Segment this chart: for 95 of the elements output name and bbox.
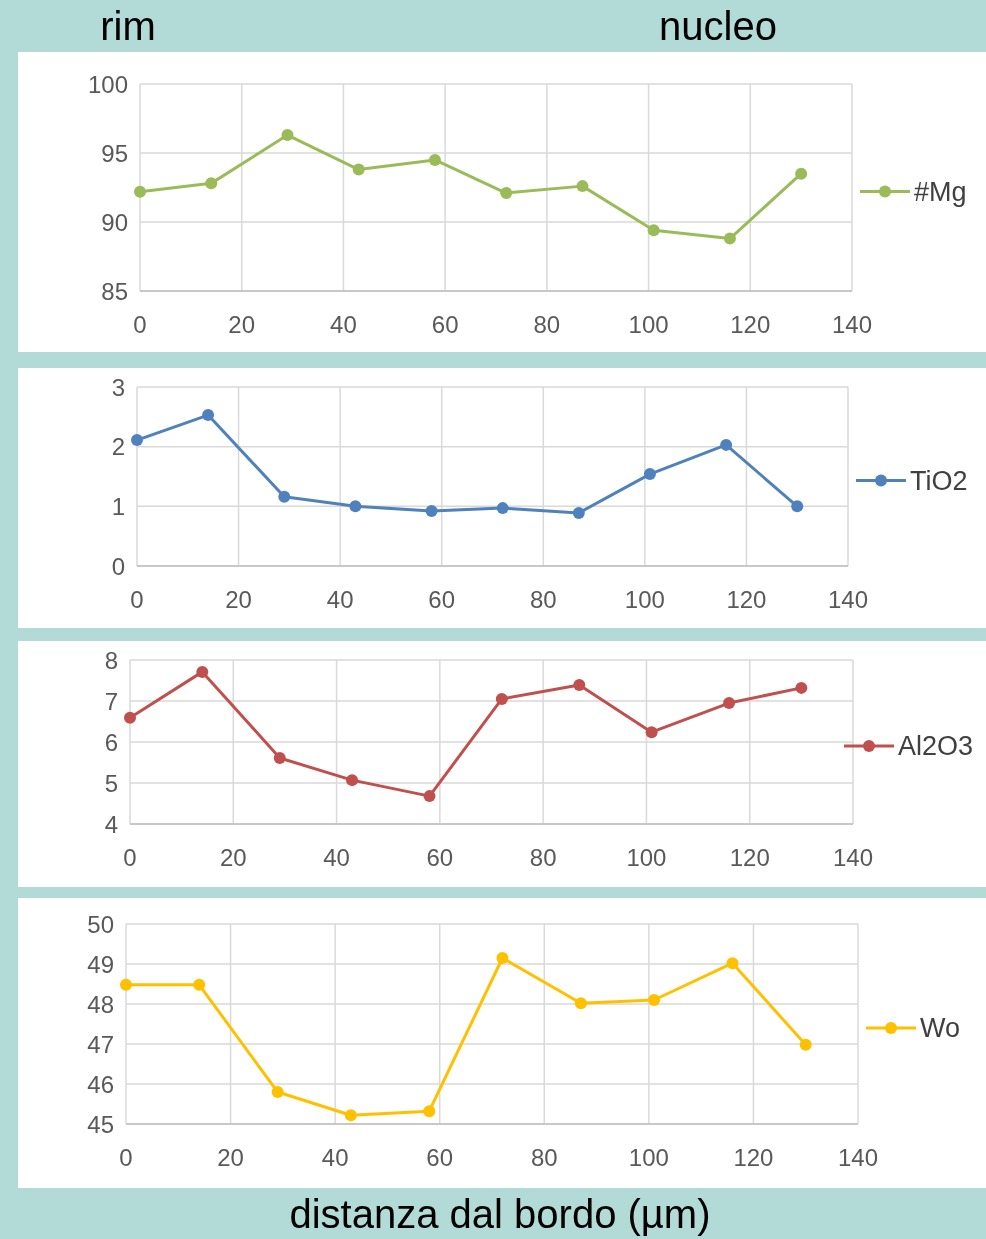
point bbox=[281, 129, 294, 142]
x-tick-label: 120 bbox=[733, 1144, 774, 1171]
point bbox=[795, 167, 808, 180]
x-tick-label: 20 bbox=[217, 1144, 244, 1171]
point bbox=[271, 1086, 284, 1098]
point bbox=[723, 232, 736, 245]
point bbox=[425, 505, 438, 518]
point bbox=[573, 679, 586, 692]
point bbox=[576, 180, 589, 193]
x-tick-label: 60 bbox=[428, 586, 456, 613]
y-tick-label: 95 bbox=[101, 139, 128, 167]
x-tick-label: 140 bbox=[837, 1144, 879, 1171]
x-tick-label: 100 bbox=[628, 311, 669, 338]
y-tick-label: 46 bbox=[87, 1070, 114, 1098]
x-tick-label: 140 bbox=[831, 311, 873, 338]
y-tick-label: 3 bbox=[111, 373, 125, 401]
point bbox=[423, 1105, 436, 1118]
x-tick-label: 140 bbox=[827, 586, 869, 613]
point bbox=[131, 434, 143, 447]
y-tick-label: 90 bbox=[101, 208, 128, 236]
x-tick-label: 20 bbox=[225, 586, 252, 613]
point bbox=[352, 163, 365, 176]
x-tick-label: 40 bbox=[321, 1144, 349, 1171]
point bbox=[124, 711, 136, 724]
y-tick-label: 45 bbox=[87, 1110, 114, 1138]
legend-label: TiO2 bbox=[910, 465, 968, 496]
y-tick-label: 48 bbox=[87, 990, 114, 1018]
point bbox=[202, 409, 215, 422]
point bbox=[428, 153, 441, 166]
legend-label: #Mg bbox=[914, 176, 967, 207]
x-tick-label: 120 bbox=[729, 844, 770, 871]
point bbox=[645, 726, 658, 739]
point bbox=[648, 994, 661, 1006]
point bbox=[205, 177, 218, 190]
y-tick-label: 4 bbox=[104, 810, 118, 838]
x-tick-label: 40 bbox=[326, 586, 354, 613]
y-tick-label: 6 bbox=[104, 728, 118, 756]
legend-label: Wo bbox=[920, 1013, 961, 1043]
x-tick-label: 60 bbox=[431, 311, 459, 338]
y-tick-label: 2 bbox=[111, 433, 125, 461]
point bbox=[273, 751, 286, 764]
point bbox=[196, 665, 209, 678]
point bbox=[495, 692, 508, 705]
point bbox=[120, 978, 132, 991]
text: rim bbox=[100, 4, 156, 48]
text: nucleo bbox=[659, 4, 777, 48]
y-tick-label: 100 bbox=[87, 70, 128, 98]
y-tick-label: 1 bbox=[111, 492, 125, 520]
point bbox=[720, 438, 733, 451]
x-tick-label: 60 bbox=[426, 1144, 454, 1171]
y-tick-label: 0 bbox=[111, 552, 125, 580]
point bbox=[791, 500, 804, 513]
x-tick-label: 100 bbox=[624, 586, 665, 613]
x-tick-label: 120 bbox=[726, 586, 767, 613]
point bbox=[346, 774, 359, 787]
x-tick-label: 80 bbox=[529, 844, 557, 871]
point bbox=[496, 952, 509, 964]
y-tick-label: 5 bbox=[104, 769, 118, 797]
x-tick-label: 80 bbox=[529, 586, 557, 613]
point bbox=[572, 506, 585, 519]
x-tick-label: 80 bbox=[530, 1144, 558, 1171]
y-tick-label: 50 bbox=[87, 910, 114, 938]
y-tick-label: 8 bbox=[104, 646, 118, 674]
x-tick-label: 140 bbox=[832, 844, 874, 871]
legend-label: Al2O3 bbox=[898, 731, 974, 761]
point bbox=[423, 790, 436, 803]
x-tick-label: 40 bbox=[330, 311, 357, 338]
point bbox=[278, 490, 291, 503]
x-tick-label: 100 bbox=[628, 1144, 669, 1171]
x-tick-label: 20 bbox=[228, 311, 256, 338]
point bbox=[349, 500, 362, 513]
point bbox=[574, 997, 587, 1010]
x-tick-label: 120 bbox=[730, 311, 771, 338]
x-tick-label: 0 bbox=[133, 311, 147, 338]
point bbox=[344, 1109, 357, 1122]
point bbox=[795, 681, 808, 694]
point bbox=[799, 1038, 812, 1051]
y-tick-label: 47 bbox=[87, 1030, 114, 1058]
x-tick-label: 60 bbox=[426, 844, 454, 871]
x-tick-label: 80 bbox=[533, 311, 561, 338]
y-tick-label: 49 bbox=[87, 950, 114, 978]
point bbox=[134, 185, 146, 198]
point bbox=[723, 697, 736, 710]
point bbox=[726, 957, 739, 970]
x-tick-label: 40 bbox=[323, 844, 350, 871]
x-tick-label: 100 bbox=[626, 844, 667, 871]
point bbox=[496, 502, 509, 515]
point bbox=[193, 978, 206, 991]
y-tick-label: 7 bbox=[104, 687, 118, 715]
x-axis-title: distanza dal bordo (µm) bbox=[289, 1192, 711, 1236]
point bbox=[500, 187, 513, 200]
x-tick-label: 20 bbox=[219, 844, 247, 871]
point bbox=[643, 468, 656, 481]
point bbox=[647, 224, 660, 237]
y-tick-label: 85 bbox=[101, 277, 128, 305]
